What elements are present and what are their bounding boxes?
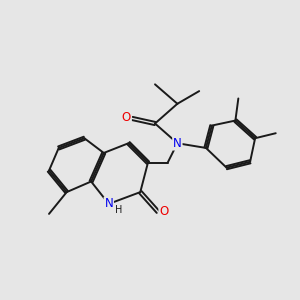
Text: O: O (159, 205, 169, 218)
Text: N: N (104, 197, 113, 210)
Text: H: H (115, 206, 122, 215)
Text: O: O (122, 110, 131, 124)
Text: N: N (173, 137, 182, 150)
